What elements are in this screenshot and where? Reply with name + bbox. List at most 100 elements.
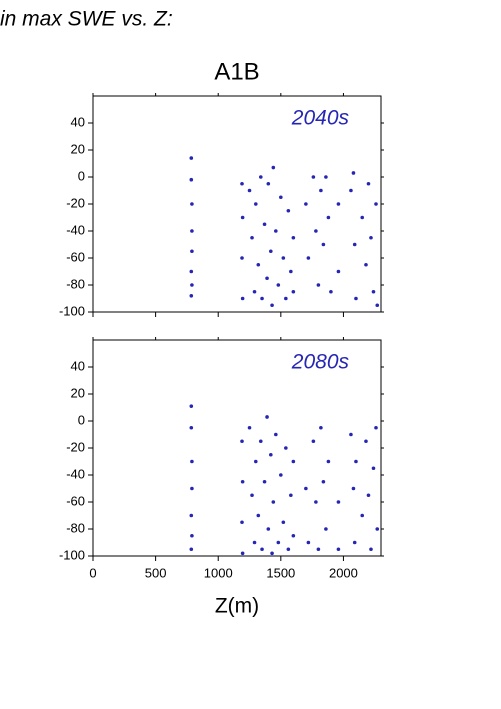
point — [189, 425, 194, 430]
point — [291, 289, 296, 294]
x-tick-label: 2000 — [329, 565, 358, 580]
point — [274, 432, 278, 437]
point — [291, 235, 296, 240]
point — [256, 513, 261, 518]
point — [319, 188, 323, 193]
point — [266, 527, 271, 531]
point — [189, 177, 194, 182]
point — [270, 551, 274, 556]
point — [258, 175, 263, 179]
y-tick-label: 0 — [78, 168, 85, 183]
point — [284, 296, 288, 301]
point — [247, 425, 252, 430]
point — [286, 547, 291, 552]
chart-title: A1B — [214, 58, 259, 85]
point — [316, 283, 321, 287]
point — [252, 289, 257, 294]
point — [240, 215, 245, 220]
point — [190, 533, 194, 538]
x-tick-label: 0 — [89, 565, 96, 580]
point — [311, 439, 316, 444]
point — [349, 432, 353, 437]
point — [352, 540, 357, 545]
page-title: in max SWE vs. Z: — [0, 8, 173, 31]
point — [258, 439, 263, 444]
point — [253, 459, 258, 464]
point — [190, 459, 194, 464]
point — [269, 452, 273, 457]
point — [366, 493, 371, 498]
point — [262, 479, 267, 484]
y-tick-label: -80 — [66, 520, 85, 535]
y-tick-label: -40 — [66, 466, 85, 481]
point — [351, 171, 356, 175]
point — [326, 215, 331, 220]
annotation: 2040s — [291, 107, 350, 130]
point — [240, 256, 244, 260]
point — [371, 289, 376, 294]
x-tick-label: 500 — [145, 565, 167, 580]
point — [250, 235, 254, 240]
point — [369, 547, 373, 552]
y-tick-label: 40 — [71, 114, 85, 129]
point — [253, 202, 258, 206]
point — [306, 256, 311, 260]
point — [276, 283, 281, 287]
y-tick-label: 20 — [71, 141, 85, 156]
point — [281, 256, 286, 260]
point — [256, 262, 261, 267]
point — [270, 303, 274, 308]
point — [314, 500, 318, 504]
point — [252, 540, 257, 545]
point — [247, 188, 252, 193]
point — [321, 479, 326, 484]
point — [329, 289, 333, 294]
point — [326, 459, 331, 464]
point — [304, 486, 308, 491]
point — [189, 404, 194, 408]
point — [371, 466, 376, 471]
point — [262, 222, 267, 227]
point — [269, 249, 273, 254]
point — [374, 202, 378, 206]
point — [360, 215, 365, 220]
y-tick-label: 20 — [71, 385, 85, 400]
point — [336, 547, 341, 552]
point — [265, 415, 269, 419]
point — [349, 188, 353, 193]
point — [284, 446, 288, 450]
point — [190, 486, 194, 491]
point — [351, 486, 356, 491]
point — [190, 202, 194, 206]
point — [375, 303, 380, 308]
point — [286, 208, 291, 213]
y-tick-label: -80 — [66, 276, 85, 291]
y-tick-label: 0 — [78, 412, 85, 427]
point — [240, 551, 245, 556]
point — [364, 262, 368, 267]
point — [291, 459, 296, 464]
x-axis-label: Z(m) — [215, 595, 259, 618]
y-tick-label: -100 — [59, 547, 85, 562]
point — [240, 439, 244, 444]
point — [240, 479, 245, 484]
point — [260, 547, 264, 552]
point — [279, 473, 283, 477]
point — [366, 181, 371, 186]
point — [369, 235, 373, 240]
y-tick-label: -20 — [66, 195, 85, 210]
point — [240, 296, 245, 301]
y-tick-label: -60 — [66, 493, 85, 508]
point — [360, 513, 365, 518]
point — [271, 165, 276, 170]
point — [274, 229, 278, 233]
x-tick-label: 1500 — [266, 565, 295, 580]
point — [189, 294, 194, 298]
point — [336, 500, 341, 504]
point — [276, 540, 281, 545]
point — [336, 202, 341, 206]
point — [190, 283, 194, 287]
point — [271, 500, 276, 504]
point — [324, 527, 328, 531]
